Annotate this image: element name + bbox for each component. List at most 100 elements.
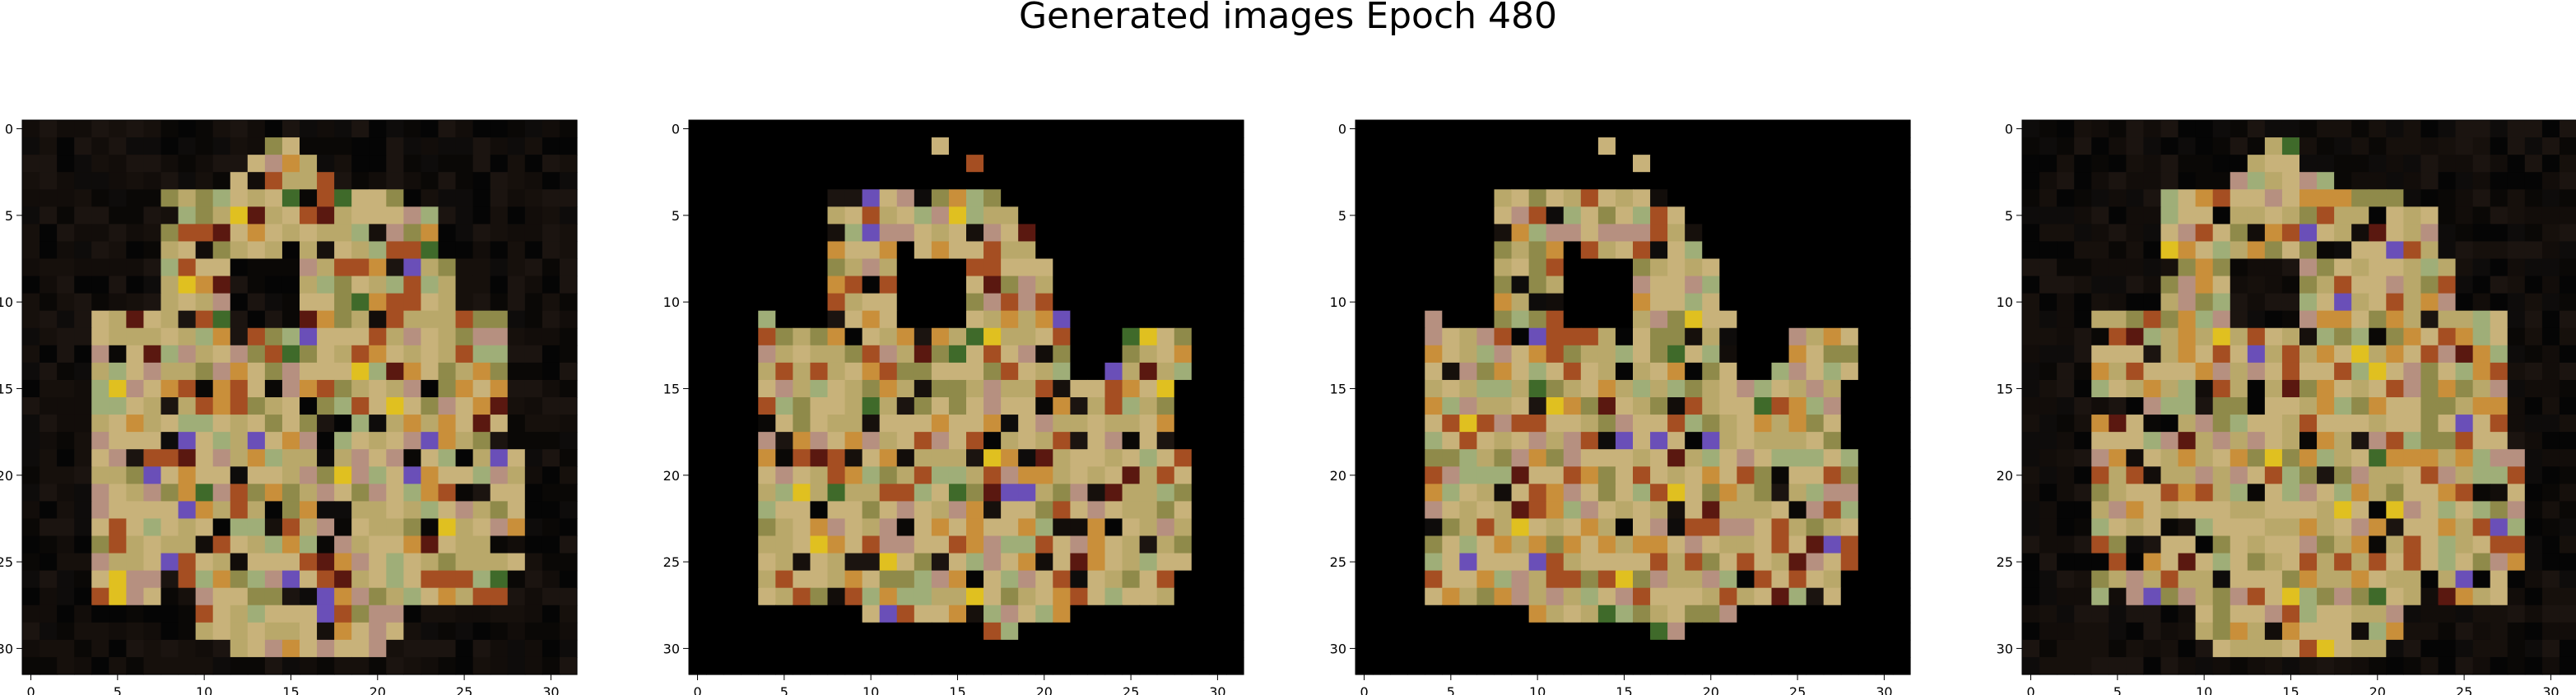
pixel-cell [2195,449,2214,467]
pixel-cell [775,241,793,260]
pixel-cell [1494,155,1513,173]
pixel-cell [2317,293,2335,312]
pixel-cell [160,276,179,294]
pixel-cell [1018,224,1036,243]
pixel-cell [281,484,300,502]
pixel-cell [2264,432,2283,450]
pixel-cell [2369,206,2387,225]
pixel-cell [2212,362,2231,381]
pixel-cell [91,120,109,138]
pixel-cell [1754,362,1773,381]
pixel-cell [1615,327,1634,346]
pixel-cell [143,155,162,173]
pixel-cell [1754,137,1773,155]
pixel-cell [1737,415,1755,433]
pixel-cell [334,570,352,589]
pixel-cell [2351,432,2369,450]
pixel-cell [931,622,950,641]
pixel-cell [1875,120,1894,138]
pixel-cell [1546,553,1565,572]
pixel-cell [2195,518,2214,537]
pixel-cell [2420,639,2439,658]
pixel-cell [1806,415,1825,433]
pixel-cell [247,293,266,312]
pixel-cell [2178,310,2197,329]
pixel-cell [559,553,578,572]
pixel-cell [160,639,179,658]
pixel-cell [1442,535,1460,554]
pixel-cell [1788,293,1807,312]
pixel-cell [2160,415,2179,433]
pixel-cell [2039,310,2058,329]
pixel-cell [931,432,950,450]
pixel-cell [1476,345,1495,364]
pixel-cell [438,276,457,294]
pixel-cell [2420,535,2439,554]
pixel-cell [983,327,1002,346]
pixel-cell [2230,155,2248,173]
pixel-cell [966,535,984,554]
pixel-cell [2039,172,2058,190]
pixel-cell [2109,622,2127,641]
pixel-cell [1390,656,1408,675]
pixel-cell [1139,155,1158,173]
pixel-cell [2507,379,2526,398]
pixel-cell [57,656,75,675]
pixel-cell [1053,206,1071,225]
pixel-cell [2490,379,2509,398]
pixel-cell [22,137,40,155]
pixel-cell [879,310,898,329]
pixel-cell [212,379,231,398]
y-tick-label: 30 [0,641,13,656]
pixel-cell [2507,120,2526,138]
pixel-cell [2022,189,2040,207]
pixel-cell [862,622,881,641]
pixel-cell [1580,120,1599,138]
pixel-cell [1892,535,1911,554]
pixel-cell [1754,120,1773,138]
pixel-cell [1580,570,1599,589]
pixel-cell [1840,327,1859,346]
pixel-cell [2472,432,2491,450]
pixel-cell [1425,535,1443,554]
pixel-cell [2541,293,2560,312]
pixel-cell [57,397,75,415]
pixel-cell [178,379,197,398]
pixel-cell [1702,362,1720,381]
pixel-cell [143,622,162,641]
pixel-cell [914,379,932,398]
pixel-cell [983,449,1002,467]
pixel-cell [2143,362,2162,381]
pixel-cell [22,587,40,606]
pixel-cell [542,415,560,433]
pixel-cell [247,310,266,329]
pixel-cell [2524,293,2543,312]
pixel-cell [1070,155,1089,173]
pixel-cell [2074,587,2092,606]
pixel-cell [2541,155,2560,173]
pixel-cell [2143,570,2162,589]
pixel-cell [2247,501,2266,520]
pixel-cell [1476,432,1495,450]
pixel-cell [844,466,863,484]
pixel-cell [1070,327,1089,346]
pixel-cell [827,241,846,260]
pixel-cell [1892,432,1911,450]
pixel-cell [1771,639,1790,658]
pixel-cell [1035,605,1053,623]
pixel-cell [247,466,266,484]
pixel-cell [1001,172,1019,190]
pixel-cell [1563,570,1582,589]
pixel-cell [1650,137,1668,155]
pixel-cell [2455,466,2474,484]
pixel-cell [1035,293,1053,312]
pixel-cell [1174,276,1193,294]
pixel-cell [195,258,214,277]
pixel-cell [758,484,776,502]
pixel-cell [1156,345,1175,364]
pixel-cell [2334,293,2352,312]
pixel-cell [1390,605,1408,623]
pixel-cell [1546,155,1565,173]
pixel-cell [1615,415,1634,433]
pixel-cell [775,120,793,138]
